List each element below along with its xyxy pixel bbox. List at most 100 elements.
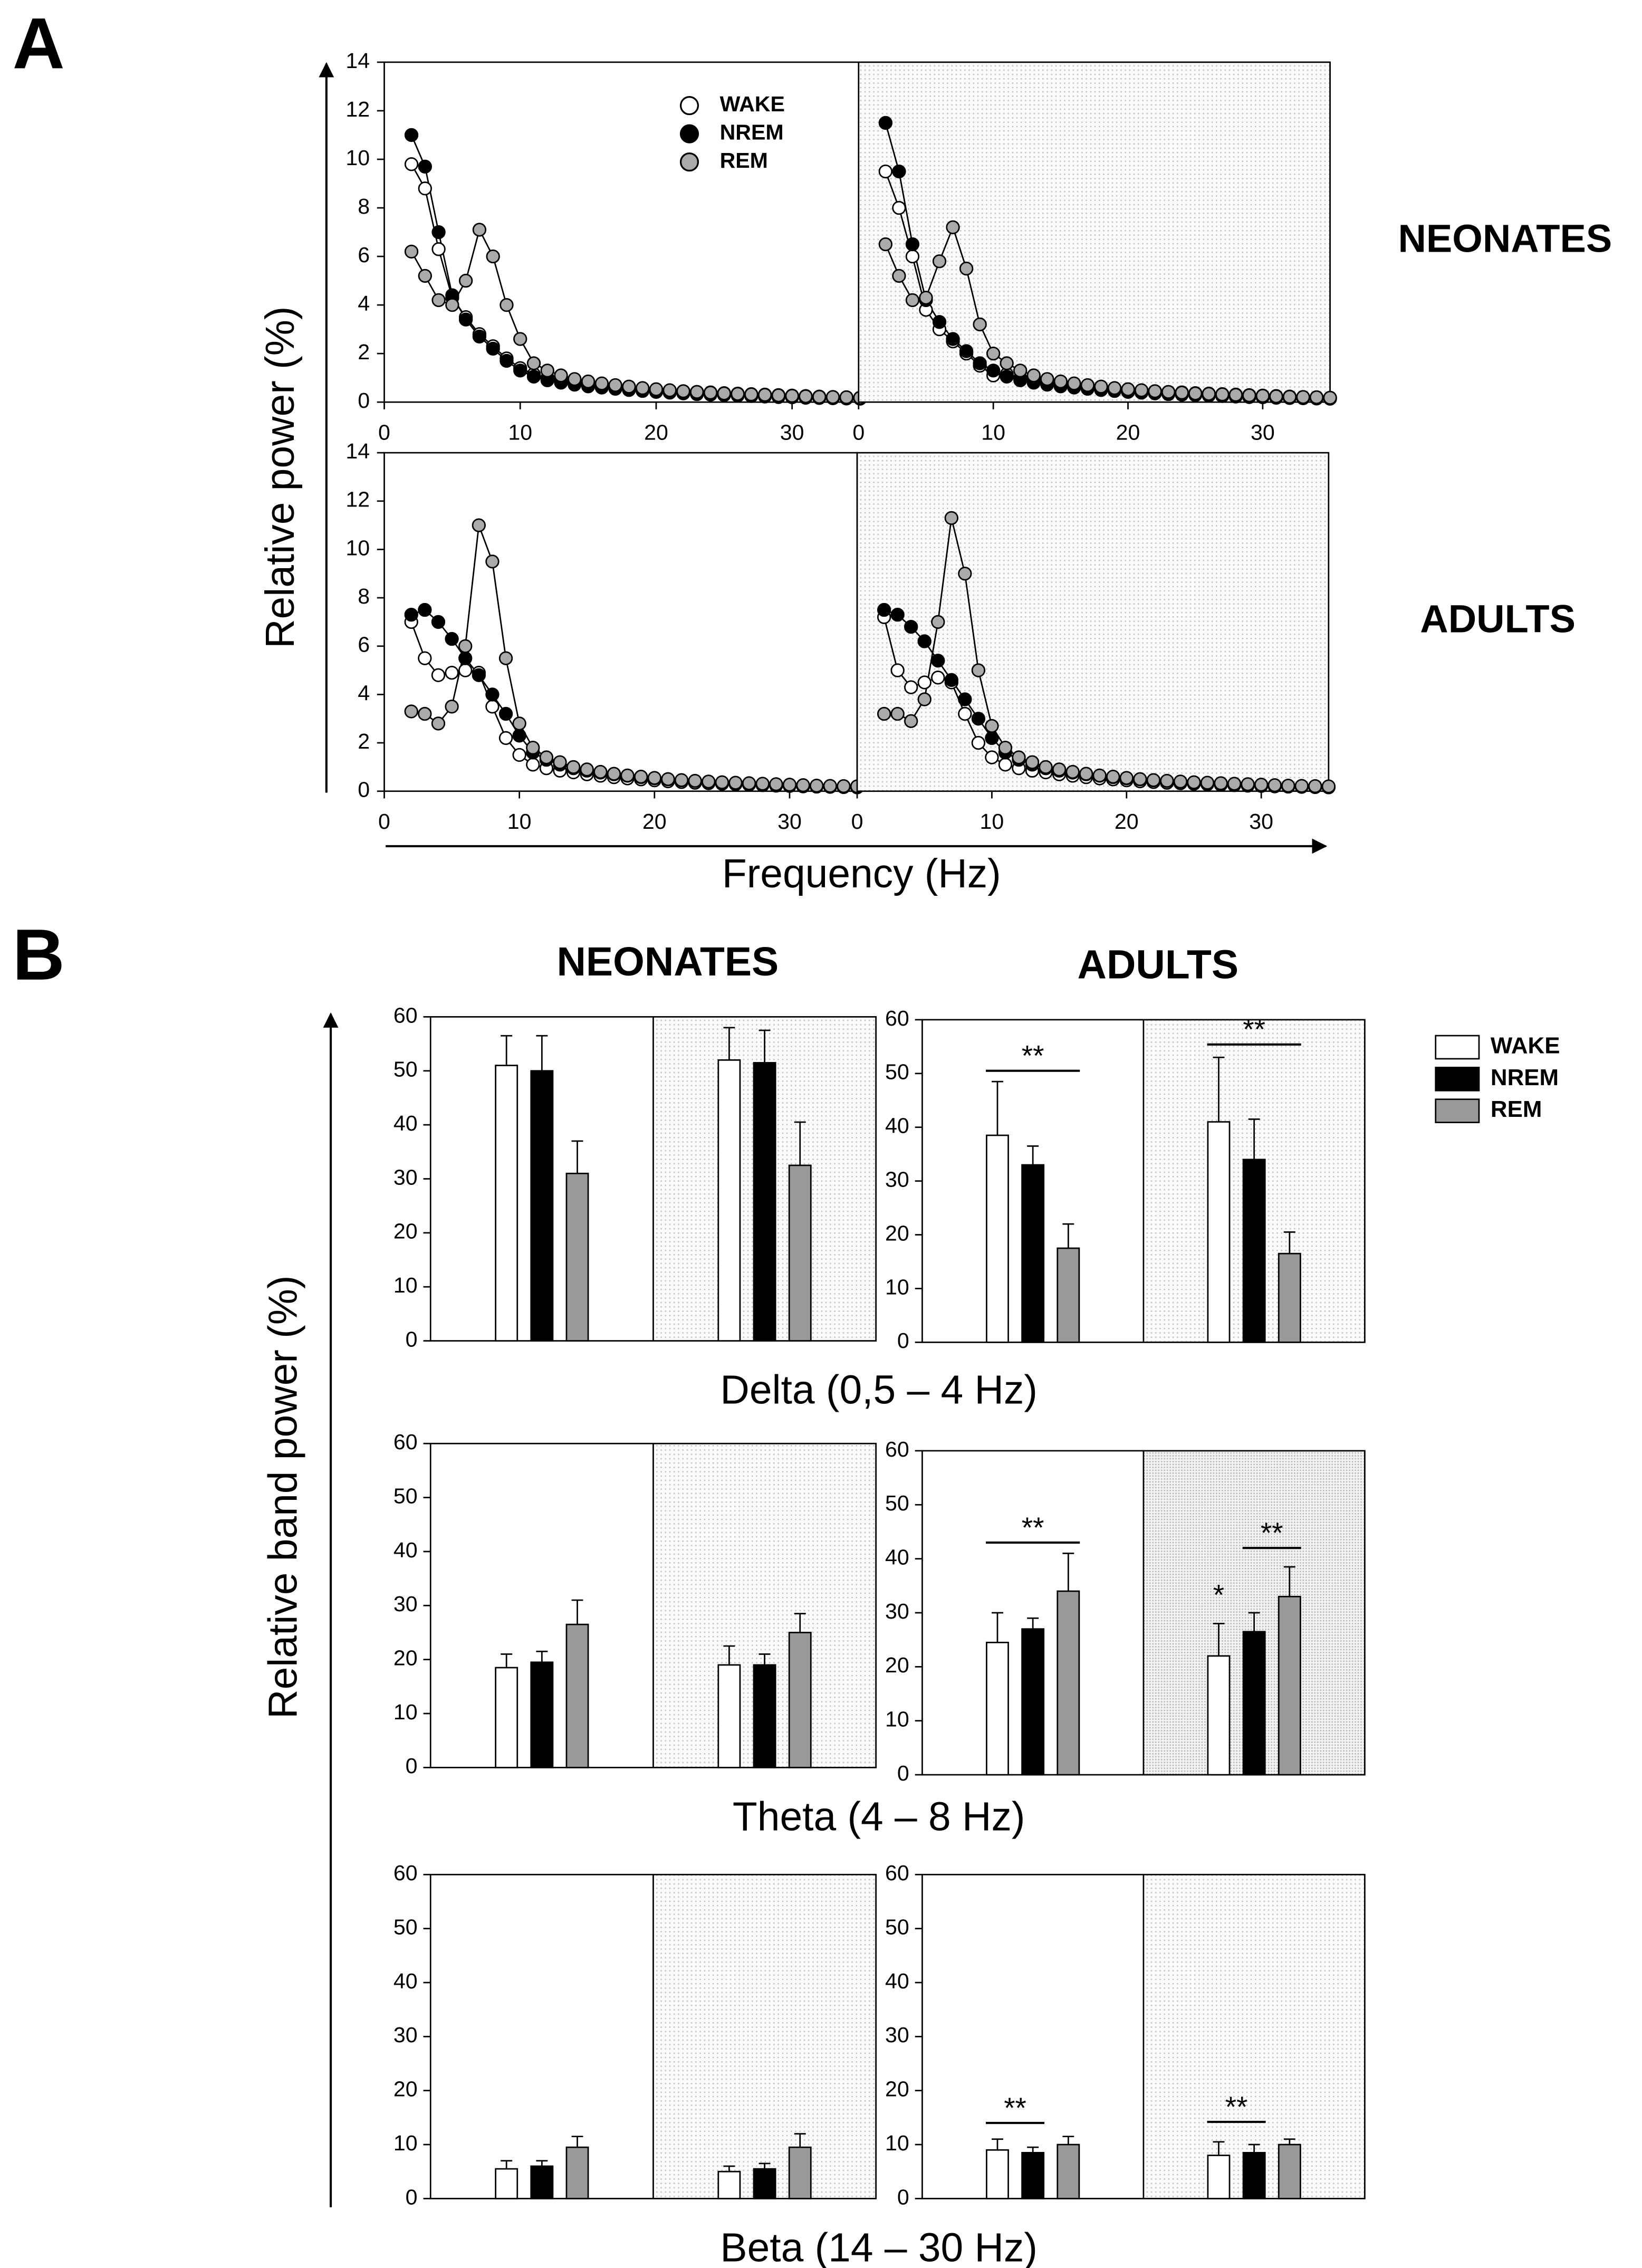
data-point: [1067, 376, 1081, 390]
data-point: [932, 254, 947, 269]
data-point: [620, 768, 635, 783]
data-point: [608, 378, 622, 393]
data-point: [1013, 363, 1028, 378]
data-point: [458, 639, 473, 653]
chart-title: ADULTS: [1078, 942, 1239, 987]
bar: [1021, 1164, 1045, 1343]
data-point: [1227, 777, 1242, 791]
data-point: [959, 261, 974, 276]
data-point: [986, 346, 1001, 361]
data-point: [973, 356, 987, 370]
data-point: [674, 773, 689, 787]
data-point: [1160, 773, 1174, 788]
data-point: [526, 758, 540, 772]
bar: [753, 1062, 776, 1342]
significance-label: **: [1261, 1516, 1283, 1549]
bar: [530, 1070, 554, 1342]
data-point: [1121, 382, 1135, 396]
y-tick-label: 50: [885, 1491, 909, 1515]
data-point: [526, 369, 541, 384]
data-point: [1025, 755, 1040, 769]
significance-label: **: [1225, 2090, 1248, 2123]
bar: [530, 2165, 554, 2199]
y-tick-label: 0: [406, 1754, 418, 1778]
bar: [717, 1059, 741, 1342]
plot-area: [856, 452, 1330, 792]
data-point: [445, 298, 459, 312]
data-point: [580, 762, 594, 777]
y-tick-label: 0: [897, 1328, 909, 1353]
data-point: [404, 244, 419, 259]
bar: [1057, 1247, 1080, 1343]
legend-label: NREM: [720, 120, 784, 144]
data-point: [431, 668, 446, 682]
data-point: [998, 758, 1013, 772]
plot-area: [858, 61, 1331, 403]
data-point: [946, 332, 960, 346]
data-point: [1308, 779, 1322, 793]
data-point: [688, 773, 702, 788]
data-point: [404, 157, 419, 171]
bar: [788, 1164, 812, 1342]
y-tick-label: 4: [358, 681, 370, 705]
data-point: [554, 368, 568, 382]
data-point: [985, 719, 999, 733]
data-point: [568, 372, 582, 386]
data-point: [498, 651, 513, 665]
data-point: [634, 770, 648, 784]
y-tick-label: 30: [885, 1599, 909, 1623]
bar: [717, 2170, 741, 2199]
y-tick-label: 60: [393, 1430, 418, 1454]
data-point: [500, 353, 514, 368]
x-axis-label: Beta (14 – 30 Hz): [720, 2225, 1038, 2268]
bar: [1278, 1595, 1301, 1776]
data-point: [486, 249, 500, 264]
y-tick-label: 40: [885, 1545, 909, 1570]
data-point: [919, 291, 933, 305]
data-point: [690, 385, 704, 399]
data-point: [458, 663, 473, 677]
y-tick-label: 30: [393, 1592, 418, 1616]
bar: [495, 2168, 518, 2199]
data-point: [1026, 368, 1041, 382]
plot-area: [383, 61, 861, 403]
data-point: [931, 615, 945, 629]
data-point: [771, 388, 786, 403]
data-point: [404, 704, 418, 719]
data-point: [985, 750, 999, 764]
data-point: [1148, 384, 1162, 398]
data-point: [905, 249, 920, 264]
data-point: [1294, 779, 1309, 793]
y-tick-label: 20: [885, 1221, 909, 1245]
data-point: [796, 778, 810, 792]
y-tick-label: 30: [393, 1165, 418, 1189]
data-point: [513, 363, 527, 378]
data-point: [703, 386, 718, 400]
bar: [1057, 1590, 1080, 1776]
data-point: [946, 220, 960, 235]
data-point: [431, 293, 446, 308]
data-point: [445, 666, 459, 680]
shaded-area: [653, 1874, 876, 2199]
x-tick-label: 30: [1251, 420, 1275, 444]
y-tick-label: 20: [393, 1219, 418, 1243]
data-point: [485, 554, 500, 569]
data-point: [513, 332, 527, 346]
data-point: [717, 386, 731, 400]
data-point: [1065, 764, 1080, 779]
data-point: [769, 777, 783, 791]
y-tick-label: 50: [393, 1915, 418, 1939]
data-point: [485, 687, 500, 702]
x-tick-label: 30: [777, 809, 802, 834]
y-tick-label: 10: [885, 2131, 909, 2155]
data-point: [812, 389, 827, 404]
data-point: [971, 735, 986, 750]
data-point: [959, 344, 974, 358]
y-tick-label: 2: [358, 729, 370, 753]
data-point: [1241, 777, 1255, 791]
data-point: [904, 619, 918, 634]
y-tick-label: 60: [885, 1006, 909, 1030]
y-tick-label: 50: [393, 1484, 418, 1508]
bar: [1278, 1252, 1301, 1343]
